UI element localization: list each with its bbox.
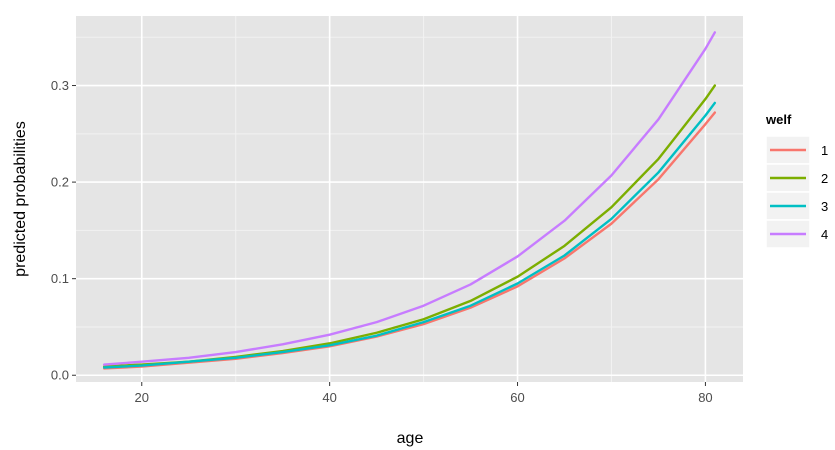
- x-tick-label: 80: [698, 390, 712, 405]
- legend-label-2: 2: [821, 171, 828, 186]
- x-tick-label: 40: [322, 390, 336, 405]
- legend-items: 1 2 3 4: [765, 135, 828, 249]
- x-axis-title: age: [397, 430, 424, 447]
- y-axis: 0.0 0.1 0.2 0.3: [51, 78, 76, 383]
- grid-major: [76, 16, 743, 382]
- series-line-3: [102, 101, 717, 369]
- y-tick-label: 0.1: [51, 271, 69, 286]
- y-tick-label: 0.3: [51, 78, 69, 93]
- legend-label-4: 4: [821, 227, 828, 242]
- x-tick-label: 20: [135, 390, 149, 405]
- x-axis: 20 40 60 80: [135, 382, 713, 405]
- y-tick-label: 0.2: [51, 175, 69, 190]
- series-lines: [102, 31, 717, 370]
- legend-title: welf: [765, 112, 792, 127]
- x-tick-label: 60: [510, 390, 524, 405]
- y-tick-label: 0.0: [51, 368, 69, 383]
- legend-label-3: 3: [821, 199, 828, 214]
- legend-label-1: 1: [821, 143, 828, 158]
- series-line-4: [102, 31, 717, 366]
- y-axis-title: predicted probabilities: [12, 121, 29, 277]
- legend: welf 1 2 3 4: [765, 112, 828, 249]
